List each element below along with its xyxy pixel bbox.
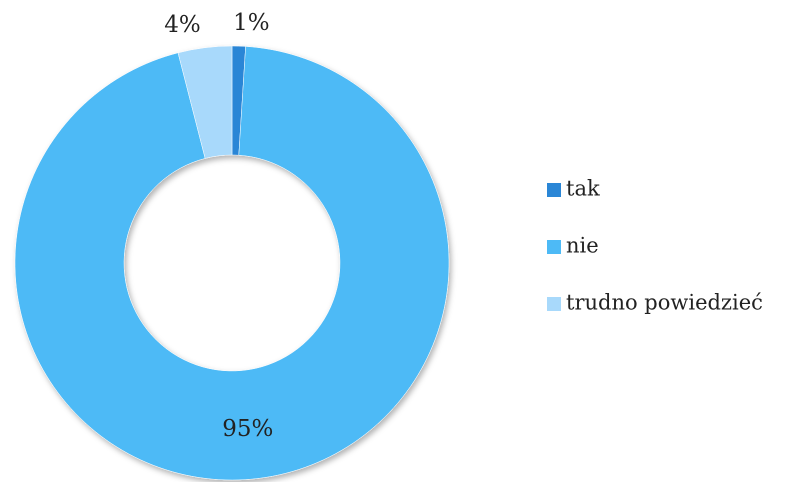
donut-slice xyxy=(177,45,233,159)
legend-label: trudno powiedzieć xyxy=(566,291,763,315)
legend-label: nie xyxy=(566,234,599,258)
donut xyxy=(14,45,450,481)
legend-label: tak xyxy=(566,177,600,201)
data-label: 4% xyxy=(164,12,201,38)
legend-swatch xyxy=(547,183,561,197)
data-label: 95% xyxy=(222,416,273,442)
legend-swatch xyxy=(547,240,561,254)
legend-swatch xyxy=(547,297,561,311)
data-label: 1% xyxy=(233,10,270,36)
donut-slice xyxy=(14,46,450,481)
